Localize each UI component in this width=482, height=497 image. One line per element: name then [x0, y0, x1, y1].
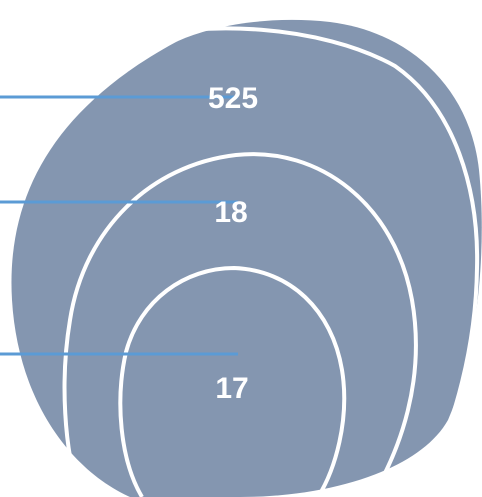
- outer-circle-group: [11, 19, 482, 497]
- inner-value-label: 17: [215, 372, 248, 405]
- outer-circle: [11, 19, 482, 497]
- middle-value-label: 18: [214, 196, 247, 229]
- middle-circle: [62, 152, 418, 497]
- outer-ring: [133, 26, 480, 478]
- inner-circle: [118, 265, 347, 497]
- outer-value-label: 525: [208, 82, 258, 115]
- middle-circle-group: [62, 152, 418, 497]
- inner-circle-group: [118, 265, 347, 497]
